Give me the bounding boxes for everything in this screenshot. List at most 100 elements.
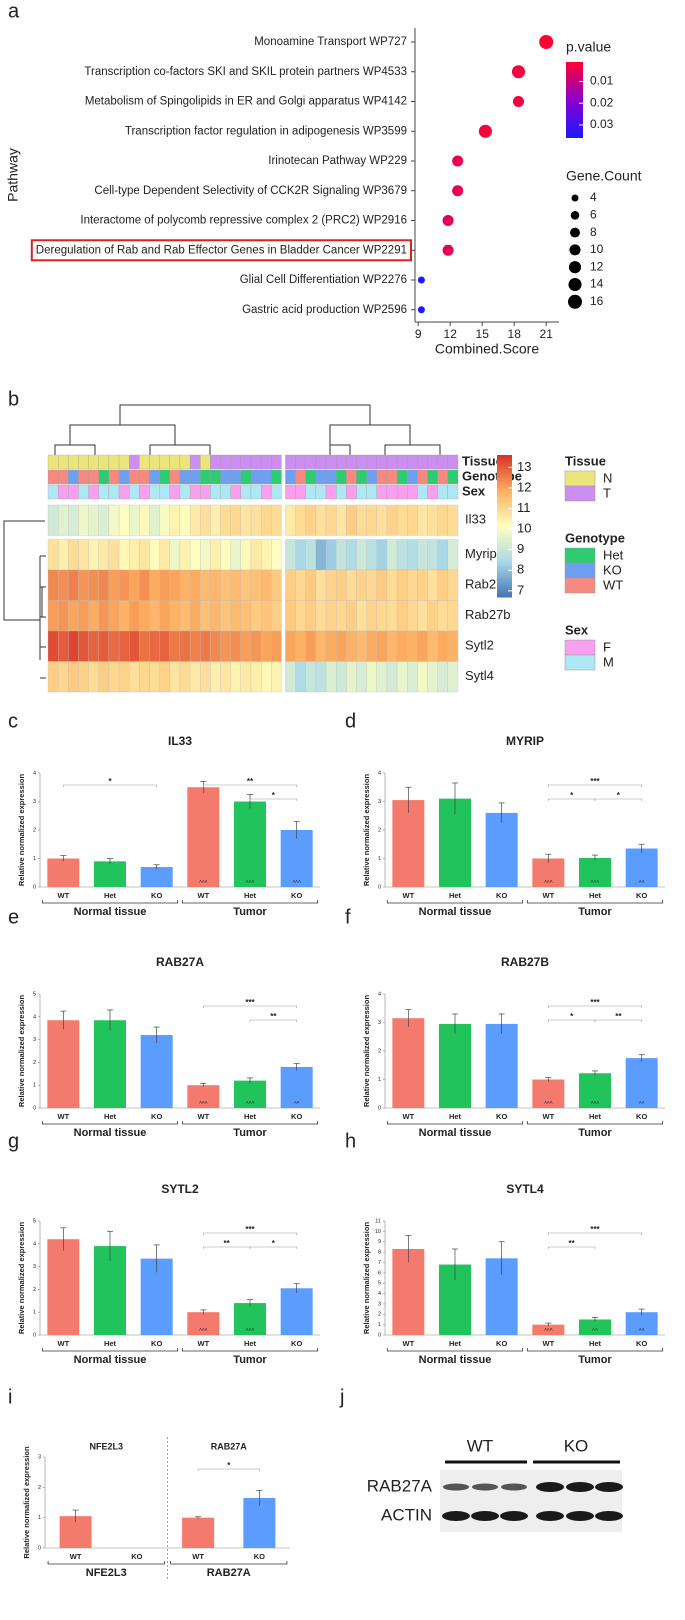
y-tick-label: Interactome of polycomb repressive compl… <box>80 215 407 227</box>
x-tick-label: KO <box>151 891 162 900</box>
heatmap-cell <box>250 600 262 632</box>
heatmap-cell <box>98 661 110 693</box>
annotation-cell <box>295 469 306 485</box>
annotation-cell <box>250 484 262 500</box>
y-tick-label: Transcription factor regulation in adipo… <box>125 125 407 137</box>
panel-label: c <box>8 710 18 732</box>
heatmap-cell <box>210 504 221 536</box>
heatmap-cell <box>78 600 89 632</box>
annotation-cell <box>325 469 337 485</box>
x-tick-label: Het <box>589 891 602 900</box>
heatmap-cell <box>240 661 252 693</box>
y-tick-label: 4 <box>378 770 381 776</box>
y-axis-title: Relative normalized expression <box>362 774 371 887</box>
annotation-cell <box>295 454 306 470</box>
x-tick-label: KO <box>496 1112 507 1121</box>
annotation-cell <box>179 469 191 485</box>
heatmap-cell <box>68 661 79 693</box>
annotation-cell <box>88 484 99 500</box>
heatmap-cell <box>88 539 99 571</box>
x-tick-label: WT <box>70 1552 82 1561</box>
colorbar-step <box>497 481 512 484</box>
significance-label: *** <box>590 777 600 786</box>
significance-label: ** <box>569 1239 576 1248</box>
heatmap-cell <box>285 600 296 632</box>
legend-label: WT <box>603 577 623 592</box>
annotation-cell <box>285 469 296 485</box>
annotation-cell <box>366 484 377 500</box>
group-bracket <box>47 1561 165 1565</box>
heatmap-cell <box>240 539 252 571</box>
dot <box>452 185 464 197</box>
annotation-cell <box>129 469 140 485</box>
legend-title: Sex <box>565 622 589 637</box>
band <box>536 1511 564 1521</box>
significance-bracket <box>203 784 297 787</box>
annotation-cell <box>58 454 69 470</box>
heatmap-cell <box>386 539 398 571</box>
heatmap-cell <box>366 569 377 601</box>
y-tick-label: Cell-type Dependent Selectivity of CCK2R… <box>94 185 407 197</box>
annotation-cell <box>386 484 398 500</box>
group-title: NFE2L3 <box>89 1441 123 1451</box>
chart-title: SYTL2 <box>161 1182 199 1196</box>
heatmap-cell <box>417 539 428 571</box>
heatmap-cell <box>271 569 282 601</box>
x-tick-label: WT <box>197 1339 209 1348</box>
bar-annotation: ^^^ <box>246 1102 255 1108</box>
heatmap-cell <box>305 600 317 632</box>
significance-label: *** <box>245 1225 255 1234</box>
size-key <box>568 277 582 292</box>
annotation-cell <box>437 469 449 485</box>
bar <box>187 787 220 887</box>
bar-annotation: ^^ <box>294 1102 300 1108</box>
heatmap-cell <box>159 569 170 601</box>
y-tick-label: 1 <box>378 856 381 862</box>
group-bracket <box>181 1348 319 1352</box>
y-tick-label: 5 <box>378 1281 381 1287</box>
x-tick-label: Het <box>589 1112 602 1121</box>
heatmap-cell <box>210 600 221 632</box>
legend-title: Gene.Count <box>566 168 642 184</box>
panel-label: e <box>8 906 19 928</box>
annotation-cell <box>336 454 347 470</box>
heatmap-cell <box>149 600 160 632</box>
legend-swatch <box>564 577 596 594</box>
heatmap-cell <box>376 630 388 662</box>
bar-annotation: ^^ <box>592 1329 598 1335</box>
heatmap-cell <box>129 630 140 662</box>
bar <box>392 800 425 887</box>
colorbar-step <box>497 462 512 465</box>
heatmap-cell <box>427 661 438 693</box>
annotation-cell <box>159 469 170 485</box>
heatmap-cell <box>47 600 59 632</box>
y-tick-label: 5 <box>33 1218 36 1224</box>
heatmap-cell <box>447 569 459 601</box>
legend-label: M <box>603 654 614 669</box>
annotation-cell <box>295 484 306 500</box>
x-tick-label: WT <box>197 891 209 900</box>
heatmap-cell <box>179 504 191 536</box>
heatmap-cell <box>159 504 170 536</box>
y-tick-label: 1 <box>378 1322 381 1328</box>
colorbar-step <box>497 559 512 562</box>
significance-bracket <box>249 1246 297 1249</box>
panel-label: a <box>8 0 20 22</box>
heatmap-cell <box>108 600 120 632</box>
heatmap-cell <box>210 539 221 571</box>
size-key-label: 12 <box>590 259 604 273</box>
colorbar-step <box>497 523 512 527</box>
heatmap-cell <box>98 539 110 571</box>
size-key-label: 4 <box>590 190 597 204</box>
heatmap-cell <box>58 539 69 571</box>
annotation-cell <box>325 454 337 470</box>
heatmap-cell <box>271 630 282 662</box>
heatmap-cell <box>108 569 120 601</box>
colorbar-step <box>497 568 512 572</box>
heatmap-cell <box>250 569 262 601</box>
bar <box>187 1085 220 1108</box>
heatmap-cell <box>179 539 191 571</box>
heatmap-cell <box>346 630 357 662</box>
color-bar-label: 0.03 <box>590 117 614 131</box>
x-tick-label: WT <box>57 891 69 900</box>
